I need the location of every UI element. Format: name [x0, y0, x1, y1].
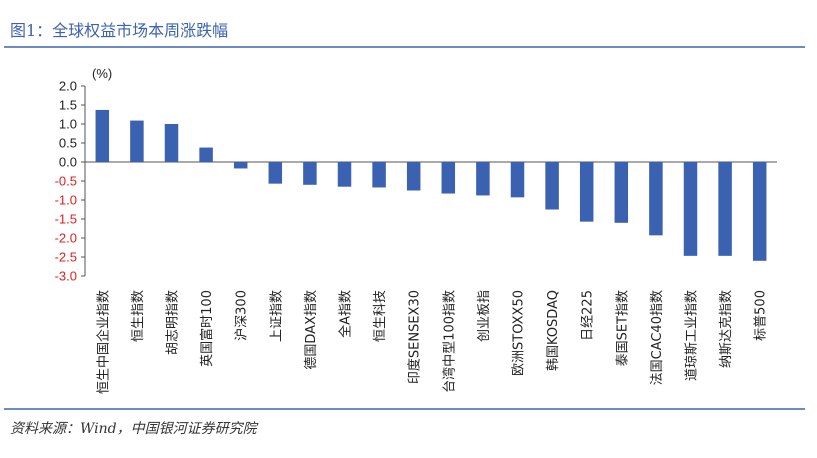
- category-label: 日经225: [581, 290, 596, 341]
- bar: [614, 162, 629, 223]
- category-label: 欧洲STOXX50: [512, 290, 527, 376]
- bar: [372, 162, 386, 188]
- source-note: 资料来源：Wind，中国银河证券研究院: [10, 421, 257, 437]
- chart-title: 图1：全球权益市场本周涨跌幅: [10, 21, 229, 40]
- category-label: 恒生科技: [373, 290, 388, 342]
- bar: [649, 162, 663, 236]
- y-tick-label: -1.5: [55, 212, 77, 227]
- category-label: 英国富时100: [199, 290, 215, 367]
- category-label: 沪深300: [234, 290, 250, 341]
- category-label: 台湾中型100指数: [441, 290, 457, 393]
- y-tick-label: -1.0: [55, 193, 77, 208]
- y-tick-label: 0.0: [59, 155, 77, 170]
- category-label: 创业板指: [477, 290, 492, 342]
- bar: [164, 124, 179, 162]
- category-label: 德国DAX指数: [304, 290, 319, 370]
- bottom-rule: [4, 408, 805, 410]
- bar: [718, 162, 732, 256]
- y-tick-label: -2.5: [55, 250, 77, 265]
- label-layer: 恒生中国企业指数 恒生指数 胡志明指数 英国富时100 沪深300 上证指数 德国DAX指数…: [95, 290, 768, 394]
- bar: [199, 147, 213, 162]
- bar: [268, 162, 283, 184]
- top-rule: [4, 46, 805, 48]
- category-label: 恒生中国企业指数: [95, 290, 111, 394]
- y-tick-label: 0.5: [59, 136, 77, 151]
- bar: [476, 162, 490, 196]
- bar: [545, 162, 559, 210]
- y-tick-label: -3.0: [55, 269, 77, 284]
- category-label: 标普500: [754, 290, 769, 341]
- category-label: 胡志明指数: [166, 290, 181, 355]
- category-label: 纳斯达克指数: [719, 290, 734, 368]
- bar: [130, 120, 144, 162]
- unit-label: (%): [92, 66, 112, 81]
- bar: [683, 162, 698, 256]
- category-label: 道琼斯工业指数: [685, 290, 700, 381]
- bar: [752, 162, 767, 261]
- y-tick-label: 1.5: [59, 98, 77, 113]
- category-label: 全A指数: [338, 290, 354, 338]
- category-label: 恒生指数: [131, 290, 146, 342]
- category-label: 韩国KOSDAQ: [546, 290, 561, 371]
- bar: [579, 162, 594, 222]
- bar-chart: 2.01.51.00.50.0-0.5-1.0-1.5-2.0-2.5-3.0 …: [55, 66, 777, 394]
- category-label: 法国CAC40指数: [650, 290, 665, 385]
- bar: [303, 162, 317, 185]
- bar: [441, 162, 456, 194]
- y-tick-label: 2.0: [59, 79, 77, 94]
- y-tick-label: 1.0: [59, 117, 77, 132]
- bar: [337, 162, 352, 187]
- category-label: 印度SENSEX30: [407, 290, 423, 384]
- y-tick-label: -2.0: [55, 231, 77, 246]
- bar-layer: [95, 109, 767, 261]
- y-tick-label: -0.5: [55, 174, 77, 189]
- category-label: 上证指数: [269, 290, 284, 342]
- category-label: 泰国SET指数: [615, 290, 630, 366]
- bar: [233, 162, 248, 169]
- bar: [510, 162, 525, 198]
- bar: [95, 109, 110, 162]
- bar: [406, 162, 421, 191]
